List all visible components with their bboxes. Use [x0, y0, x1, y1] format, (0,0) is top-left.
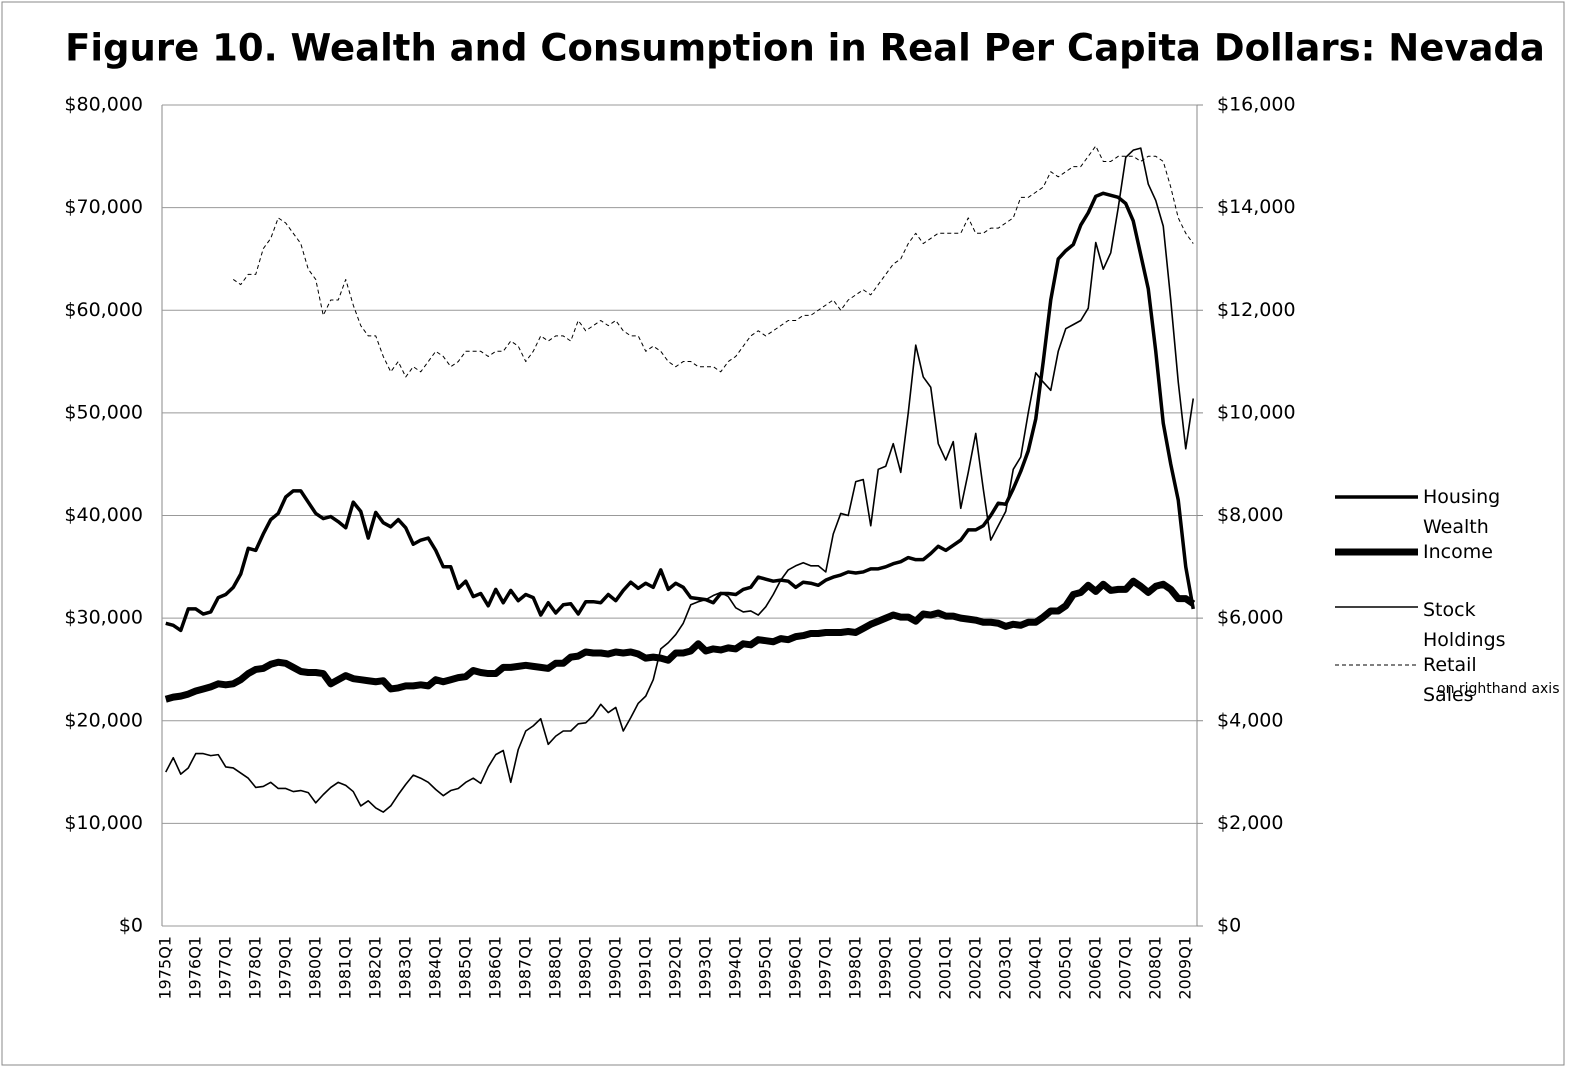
x-tick-label: 1999Q1	[875, 936, 894, 1000]
x-tick-label: 1991Q1	[635, 936, 654, 1000]
x-tick-label: 2008Q1	[1145, 936, 1164, 1000]
chart-title: Figure 10. Wealth and Consumption in Rea…	[65, 27, 1545, 70]
x-tick-label: 1982Q1	[365, 936, 384, 1000]
y2-tick-label: $8,000	[1217, 504, 1283, 526]
y-tick-label: $50,000	[64, 401, 143, 423]
legend-label: Housing Wealth	[1423, 486, 1501, 538]
x-tick-label: 1976Q1	[185, 936, 204, 1000]
x-tick-label: 2004Q1	[1025, 936, 1044, 1000]
x-tick-label: 1975Q1	[155, 936, 174, 1000]
y-tick-label: $30,000	[64, 607, 143, 629]
x-tick-label: 1998Q1	[845, 936, 864, 1000]
x-tick-label: 2005Q1	[1055, 936, 1074, 1000]
y2-tick-label: $14,000	[1217, 196, 1296, 218]
series-line	[232, 145, 1194, 378]
x-tick-label: 2006Q1	[1085, 936, 1104, 1000]
y2-tick-label: $12,000	[1217, 299, 1296, 321]
y-tick-label: $10,000	[64, 812, 143, 834]
x-tick-label: 2000Q1	[905, 936, 924, 1000]
x-tick-label: 2009Q1	[1175, 936, 1194, 1000]
legend-label: Retail Sales	[1423, 654, 1477, 706]
x-tick-label: 1983Q1	[395, 936, 414, 1000]
y2-tick-label: $16,000	[1217, 94, 1296, 116]
legend-note: on righthand axis	[1437, 681, 1560, 697]
x-tick-label: 2007Q1	[1115, 936, 1134, 1000]
x-tick-label: 1978Q1	[245, 936, 264, 1000]
x-tick-label: 1993Q1	[695, 936, 714, 1000]
x-tick-label: 1996Q1	[785, 936, 804, 1000]
y-tick-label: $0	[119, 915, 143, 937]
x-tick-label: 1977Q1	[215, 936, 234, 1000]
series-line	[165, 191, 1195, 633]
x-tick-label: 1981Q1	[335, 936, 354, 1000]
legend-label: Stock Holdings	[1423, 599, 1506, 651]
y-tick-label: $40,000	[64, 504, 143, 526]
y-tick-label: $60,000	[64, 299, 143, 321]
x-tick-label: 1985Q1	[455, 936, 474, 1000]
x-tick-label: 1994Q1	[725, 936, 744, 1000]
y-tick-label: $80,000	[64, 94, 143, 116]
y2-tick-label: $6,000	[1217, 607, 1283, 629]
x-tick-label: 1988Q1	[545, 936, 564, 1000]
x-tick-label: 1980Q1	[305, 936, 324, 1000]
y-tick-label: $70,000	[64, 196, 143, 218]
y2-tick-label: $10,000	[1217, 401, 1296, 423]
x-tick-label: 1984Q1	[425, 936, 444, 1000]
x-tick-label: 2002Q1	[965, 936, 984, 1000]
x-tick-label: 1986Q1	[485, 936, 504, 1000]
chart-frame	[1, 1, 1565, 1066]
x-tick-label: 1992Q1	[665, 936, 684, 1000]
series-line	[164, 577, 1196, 703]
x-tick-label: 1987Q1	[515, 936, 534, 1000]
x-tick-label: 1997Q1	[815, 936, 834, 1000]
y2-tick-label: $0	[1217, 915, 1241, 937]
x-tick-label: 2001Q1	[935, 936, 954, 1000]
y-tick-label: $20,000	[64, 709, 143, 731]
x-tick-label: 1989Q1	[575, 936, 594, 1000]
x-tick-label: 1990Q1	[605, 936, 624, 1000]
legend-label: Income	[1423, 541, 1493, 563]
x-tick-label: 1995Q1	[755, 936, 774, 1000]
y2-tick-label: $4,000	[1217, 709, 1283, 731]
x-tick-label: 2003Q1	[995, 936, 1014, 1000]
y2-tick-label: $2,000	[1217, 812, 1283, 834]
series-line	[165, 147, 1195, 813]
x-tick-label: 1979Q1	[275, 936, 294, 1000]
